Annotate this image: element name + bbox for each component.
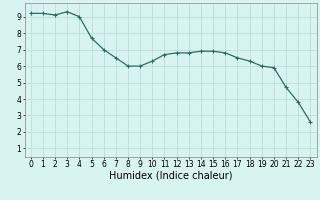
X-axis label: Humidex (Indice chaleur): Humidex (Indice chaleur) <box>109 171 232 181</box>
